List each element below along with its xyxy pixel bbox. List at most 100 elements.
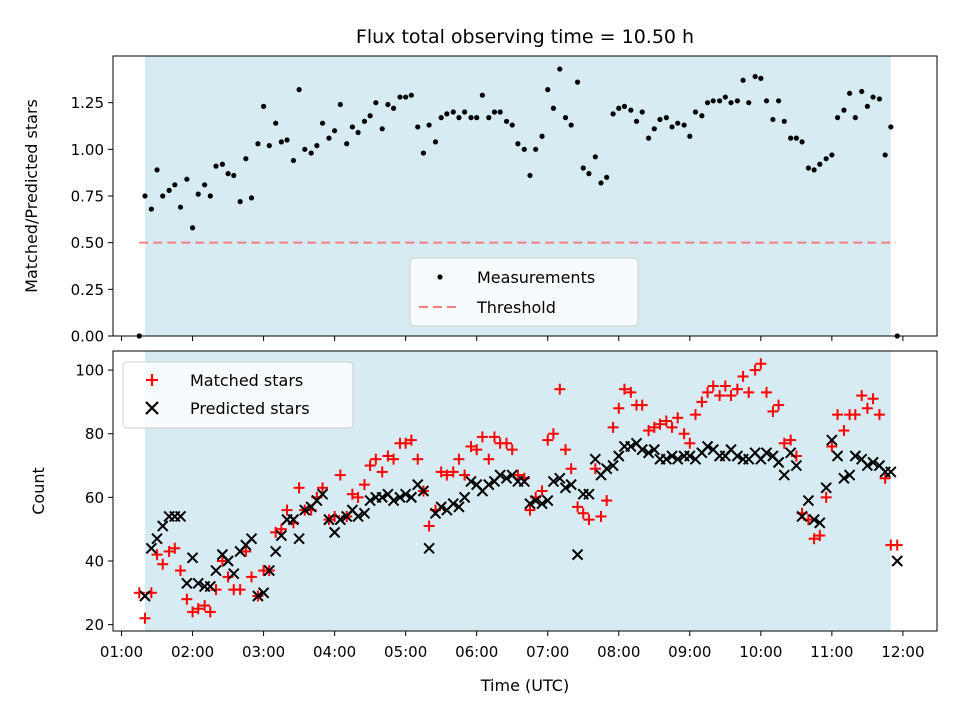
measurement-point [515, 141, 521, 147]
matched-star-point [293, 482, 305, 494]
matched-star-point [405, 434, 417, 446]
legend-predicted-label: Predicted stars [190, 399, 310, 418]
matched-star-point [547, 428, 559, 440]
matched-star-point [618, 383, 630, 395]
matched-star-point [838, 425, 850, 437]
predicted-star-point [802, 494, 815, 507]
predicted-star-point [559, 482, 572, 494]
predicted-star-point [861, 459, 874, 472]
predicted-star-point [814, 517, 826, 529]
measurement-point [734, 98, 740, 104]
measurement-point [426, 122, 432, 128]
measurement-point [450, 109, 456, 115]
ratio-panel: Flux total observing time = 10.50 h 0.00… [22, 26, 938, 346]
measurement-point [823, 156, 829, 162]
predicted-star-point [252, 590, 264, 602]
predicted-star-point [524, 498, 536, 510]
predicted-star-point [778, 469, 790, 481]
measurement-point [882, 152, 888, 158]
predicted-star-point [275, 529, 288, 542]
measurement-point [462, 109, 468, 115]
measurement-point [687, 133, 693, 139]
predicted-star-point [204, 580, 217, 593]
measurement-point [479, 92, 485, 98]
predicted-star-point [796, 510, 808, 523]
ratio-y-ticks: 0.00 0.25 0.50 0.75 1.00 1.25 [71, 94, 113, 346]
measurement-point [870, 94, 876, 100]
matched-star-point [423, 520, 435, 532]
measurement-point [278, 139, 284, 145]
matched-star-point [512, 469, 524, 481]
predicted-star-point [571, 548, 584, 561]
matched-star-point [861, 402, 873, 414]
matched-star-point [181, 593, 193, 605]
predicted-star-point [376, 491, 388, 504]
matched-star-point [607, 421, 619, 433]
measurement-point [255, 141, 261, 147]
legend-threshold-label: Threshold [476, 298, 556, 317]
predicted-star-point [186, 552, 199, 564]
ratio-legend-box [409, 257, 639, 327]
predicted-star-point [387, 494, 400, 507]
matched-star-point [719, 380, 731, 392]
predicted-star-point [405, 491, 418, 504]
predicted-star-point [316, 488, 329, 500]
matched-star-point [565, 463, 577, 475]
matched-star-point [352, 491, 364, 503]
matched-star-point [849, 409, 861, 421]
predicted-star-point [299, 504, 311, 516]
measurement-point [195, 191, 201, 197]
measurement-point [763, 98, 770, 104]
legend-matched-marker [146, 374, 158, 386]
predicted-star-point [547, 475, 560, 488]
matched-star-point [459, 469, 471, 481]
predicted-star-point [263, 564, 275, 577]
measurement-point [260, 103, 267, 109]
measurement-point [385, 101, 391, 108]
matched-star-point [743, 386, 755, 398]
predicted-star-point [145, 542, 158, 554]
measurement-point [290, 157, 297, 164]
predicted-star-point [838, 472, 850, 484]
measurement-point [793, 135, 799, 141]
legend-predicted-marker [145, 401, 159, 415]
matched-star-point [625, 386, 637, 398]
predicted-stars-points [139, 434, 903, 602]
measurement-point [646, 135, 652, 141]
measurement-point [788, 135, 794, 141]
measurement-point [704, 100, 711, 106]
measurement-point [503, 118, 510, 124]
time-x-tick-label: 09:00 [668, 643, 711, 661]
measurement-point [154, 167, 160, 173]
predicted-star-point [831, 450, 844, 462]
measurement-point [420, 150, 427, 156]
predicted-star-point [672, 453, 684, 465]
predicted-star-point [760, 447, 773, 459]
measurement-point [497, 109, 503, 115]
predicted-star-point [518, 475, 530, 488]
measurement-point [692, 109, 699, 115]
measurement-point [403, 94, 409, 100]
measurement-point [207, 193, 213, 199]
chart-title: Flux total observing time = 10.50 h [356, 26, 694, 48]
matched-star-point [506, 444, 518, 456]
predicted-star-point [494, 469, 506, 481]
matched-star-point [755, 358, 767, 370]
matched-star-point [465, 440, 477, 452]
matched-star-point [666, 421, 678, 433]
measurement-point [248, 195, 255, 201]
measurement-point [332, 128, 338, 134]
count-y-tick-label: 60 [85, 489, 104, 507]
predicted-star-point [157, 520, 169, 532]
matched-star-point [400, 437, 412, 449]
x-axis-label: Time (UTC) [480, 676, 569, 695]
matched-star-point [139, 612, 151, 624]
measurement-point [657, 116, 663, 123]
ratio-legend: Measurements Threshold [409, 257, 639, 327]
legend-measurements-marker [437, 274, 443, 280]
measurement-point [852, 115, 858, 121]
predicted-star-point [287, 513, 300, 526]
measurement-point [438, 115, 444, 121]
measurement-point [663, 115, 669, 121]
predicted-star-point [228, 568, 240, 580]
